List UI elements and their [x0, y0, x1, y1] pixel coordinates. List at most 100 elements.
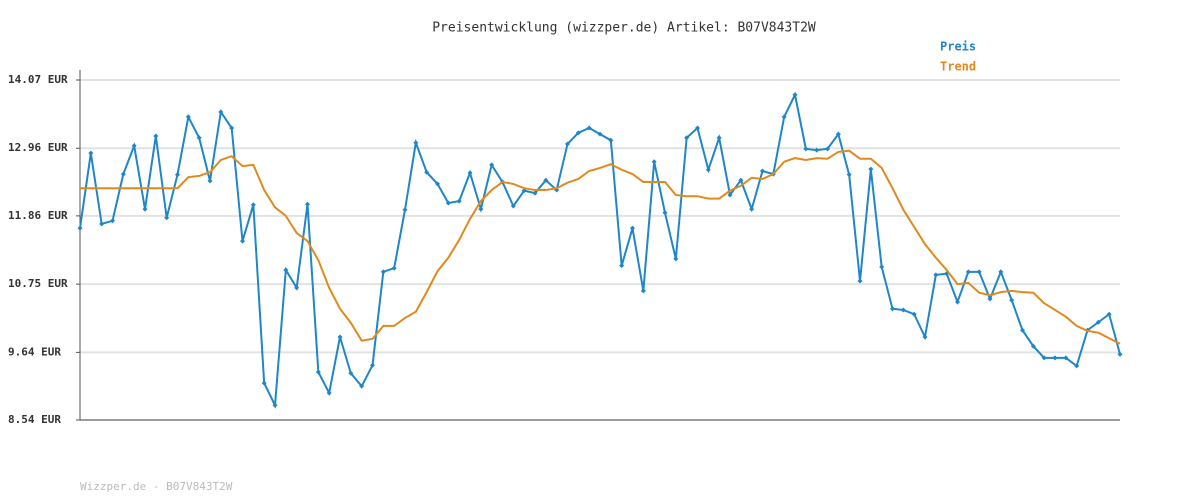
point [337, 334, 343, 340]
point [760, 168, 765, 174]
point [1020, 327, 1025, 333]
point [965, 269, 971, 275]
point [846, 172, 852, 178]
point [315, 369, 321, 375]
legend-entry: Trend [940, 60, 976, 74]
point [716, 135, 722, 141]
point [651, 159, 657, 165]
point [175, 172, 180, 178]
point [1052, 355, 1058, 361]
point [955, 299, 960, 305]
point [402, 207, 408, 213]
point [1095, 319, 1101, 325]
point [478, 206, 484, 212]
point [835, 131, 841, 137]
point [640, 288, 646, 294]
point [261, 380, 267, 386]
point [749, 206, 755, 212]
point [868, 166, 874, 172]
y-tick-label: 10.75 EUR [8, 277, 68, 290]
point [456, 198, 462, 204]
point [998, 269, 1004, 275]
point [684, 135, 690, 141]
point [218, 109, 224, 115]
point [1030, 343, 1036, 349]
point [879, 264, 885, 270]
point [196, 135, 202, 141]
y-tick-label: 11.86 EUR [8, 209, 68, 222]
point [240, 238, 245, 244]
point [348, 370, 354, 376]
point [99, 221, 105, 227]
y-tick-label: 9.64 EUR [8, 345, 61, 358]
point [673, 256, 679, 262]
point [900, 307, 906, 313]
point [164, 215, 170, 221]
point [781, 114, 787, 120]
point [1106, 311, 1112, 317]
y-tick-label: 14.07 EUR [8, 73, 68, 86]
point [153, 133, 159, 139]
point [1063, 355, 1069, 361]
point [1041, 355, 1047, 361]
point [283, 267, 289, 273]
point [510, 203, 516, 209]
point [630, 225, 635, 231]
point [814, 147, 820, 153]
point [294, 285, 300, 291]
point [424, 169, 430, 175]
point [987, 296, 993, 302]
y-tick-label: 12.96 EUR [8, 141, 68, 154]
point [380, 269, 386, 275]
point [391, 265, 397, 271]
point [1074, 363, 1080, 369]
point [250, 202, 256, 208]
point [88, 150, 94, 156]
point [532, 190, 538, 196]
point [445, 200, 451, 206]
series-line [80, 149, 1121, 345]
point [543, 177, 549, 183]
point [792, 92, 798, 98]
point [120, 171, 126, 177]
chart-title: Preisentwicklung (wizzper.de) Artikel: B… [432, 21, 816, 36]
footer: Wizzper.de - B07V843T2W [80, 480, 233, 493]
point [359, 383, 365, 389]
point [435, 181, 440, 187]
point [608, 137, 614, 143]
legend-entry: Preis [940, 40, 976, 54]
point [185, 114, 191, 120]
point [890, 306, 895, 312]
point [619, 263, 625, 269]
point [413, 140, 419, 146]
point [825, 146, 830, 152]
point [933, 272, 939, 278]
point [370, 362, 375, 368]
point [803, 146, 809, 152]
point [662, 210, 668, 216]
point [489, 162, 495, 168]
point [272, 402, 278, 408]
point [976, 269, 982, 275]
point [911, 311, 917, 317]
point [77, 225, 83, 231]
point [922, 334, 928, 340]
point [727, 192, 733, 198]
point [326, 390, 332, 396]
point [131, 143, 137, 149]
point [575, 130, 581, 136]
point [110, 218, 115, 224]
point [695, 125, 700, 131]
y-tick-label: 8.54 EUR [8, 413, 61, 426]
series-line [79, 91, 1121, 409]
point [586, 125, 592, 131]
point [705, 167, 711, 173]
point [229, 125, 235, 131]
point [1117, 351, 1123, 357]
point [467, 170, 473, 176]
point [305, 201, 310, 207]
point [597, 131, 603, 137]
point [738, 177, 744, 183]
